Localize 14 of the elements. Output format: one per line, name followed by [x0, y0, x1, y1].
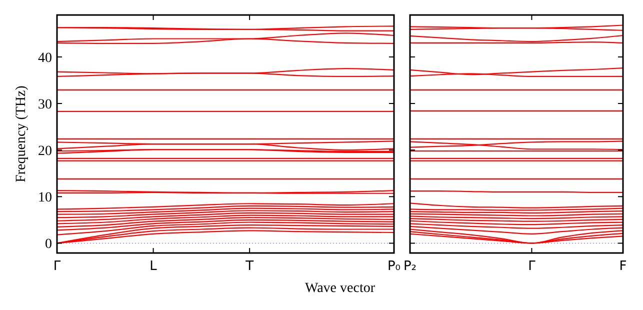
y-tick-label: 30 — [38, 97, 52, 112]
y-tick-label: 40 — [38, 50, 52, 66]
x-tick-label: F — [619, 259, 627, 274]
y-tick-label: 10 — [38, 190, 52, 206]
y-tick-label: 20 — [38, 144, 52, 160]
x-tick-label: Γ — [528, 259, 536, 274]
x-axis-title: Wave vector — [305, 281, 376, 296]
x-tick-label: P₀ — [387, 259, 401, 274]
x-tick-label: L — [150, 259, 158, 274]
y-tick-label: 0 — [45, 237, 52, 252]
x-tick-label: P₂ — [403, 259, 417, 274]
x-tick-label: Γ — [53, 259, 62, 274]
y-axis-title: Frequency (THz) — [14, 85, 29, 182]
x-tick-label: T — [244, 259, 254, 274]
